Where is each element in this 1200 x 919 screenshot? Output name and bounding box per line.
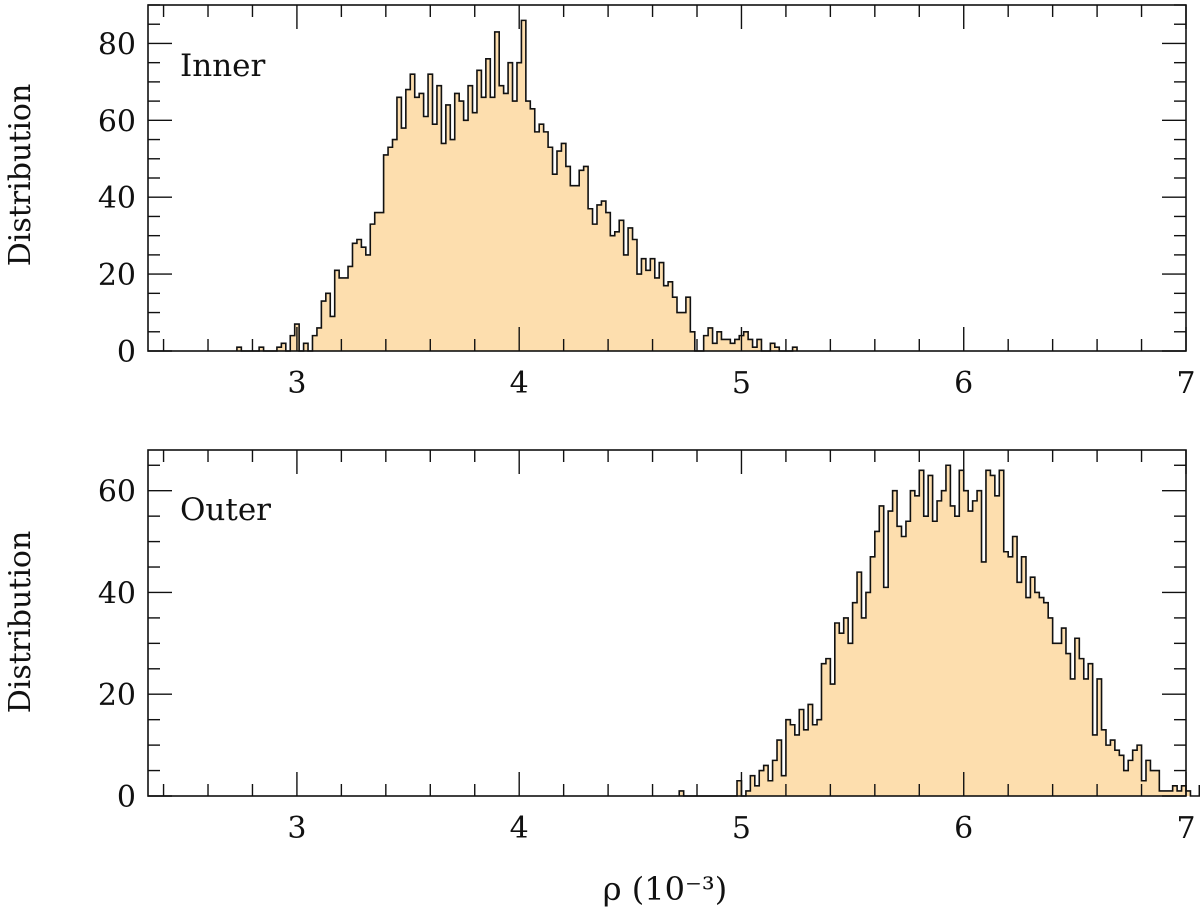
outer-y-tick-label: 20 [98,678,136,713]
outer-x-tick-label: 3 [287,811,306,846]
inner-x-tick-label: 4 [510,366,529,401]
inner-y-tick-label: 80 [98,27,136,62]
inner-y-tick-label: 20 [98,258,136,293]
inner-y-tick-label: 60 [98,104,136,139]
outer-x-tick-label: 4 [510,811,529,846]
inner-x-tick-label: 3 [287,366,306,401]
inner-histogram-fill [236,20,798,351]
inner-x-tick-labels: 3 4 5 6 7 [287,366,1195,401]
inner-y-tick-labels: 0 20 40 60 80 [98,27,136,370]
outer-panel: 3 4 5 6 7 0 20 40 60 Outer Distribution [3,449,1200,846]
inner-panel-label: Inner [180,48,266,84]
inner-plot-frame [147,4,1187,352]
outer-histogram-outline [678,464,1200,797]
inner-axis-ticks [148,4,1187,352]
outer-histogram-fill [679,465,1200,796]
outer-y-tick-label: 0 [117,780,136,815]
inner-x-tick-label: 7 [1176,366,1195,401]
inner-x-tick-label: 5 [732,366,751,401]
inner-y-tick-label: 40 [98,181,136,216]
inner-y-tick-label: 0 [117,335,136,370]
outer-y-tick-labels: 0 20 40 60 [98,475,136,815]
inner-y-axis-label: Distribution [3,84,38,267]
outer-panel-label: Outer [180,492,271,528]
outer-x-tick-label: 6 [954,811,973,846]
outer-x-tick-label: 7 [1176,811,1195,846]
x-axis-label: ρ (10⁻³) [603,870,727,908]
outer-y-axis-label: Distribution [3,531,38,714]
outer-plot-frame [147,449,1187,797]
inner-panel: 3 4 5 6 7 0 20 40 60 80 Inner Distribution [3,4,1196,401]
outer-y-tick-label: 40 [98,576,136,611]
outer-x-tick-labels: 3 4 5 6 7 [287,811,1195,846]
outer-x-tick-label: 5 [732,811,751,846]
outer-y-tick-label: 60 [98,475,136,510]
inner-x-tick-label: 6 [954,366,973,401]
